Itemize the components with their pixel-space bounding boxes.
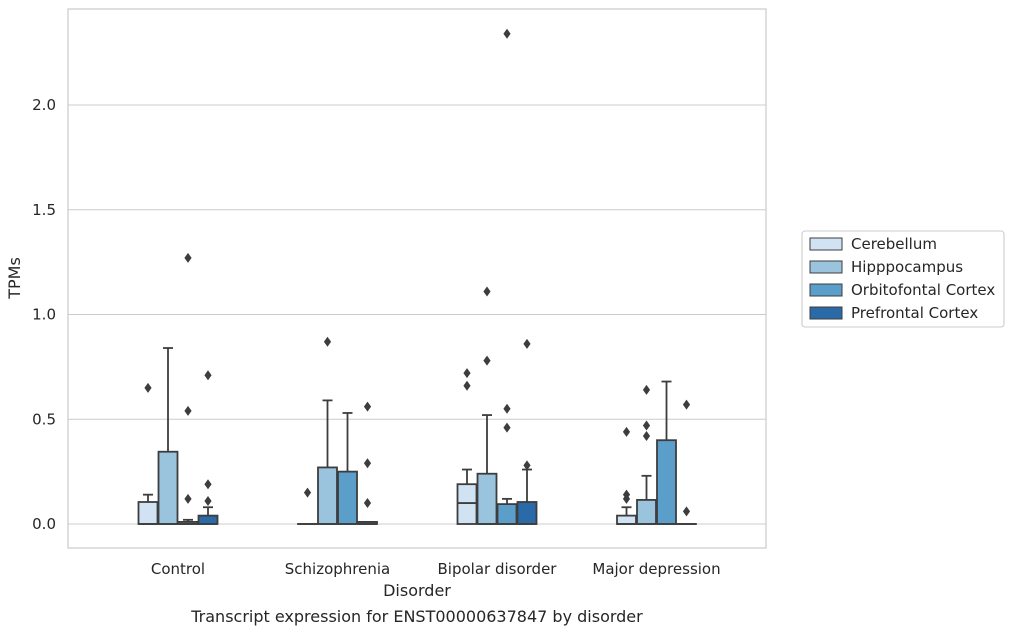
box-group xyxy=(616,426,637,525)
outlier-point xyxy=(642,384,651,395)
outlier-point xyxy=(204,370,212,381)
box-group xyxy=(476,286,498,525)
outlier-point xyxy=(463,368,471,379)
box xyxy=(516,501,538,525)
box-group xyxy=(516,338,538,525)
outlier-point xyxy=(184,405,192,416)
plot-frame xyxy=(67,8,767,549)
outlier-point xyxy=(503,422,511,433)
outlier-point xyxy=(363,401,372,412)
y-tick-label: 1.0 xyxy=(32,306,56,324)
y-tick-label: 0.5 xyxy=(32,410,56,428)
box-group xyxy=(337,412,358,525)
outlier-point xyxy=(363,458,372,469)
outlier-point xyxy=(184,493,192,504)
outlier-point xyxy=(622,426,631,437)
x-tick-label: Major depression xyxy=(592,560,720,578)
x-tick-label: Control xyxy=(151,560,205,578)
legend-label: Cerebellum xyxy=(851,235,937,253)
y-tick-label: 2.0 xyxy=(32,96,56,114)
box-group xyxy=(297,487,318,525)
legend-label: Prefrontal Cortex xyxy=(851,304,978,322)
legend-frame xyxy=(801,230,1005,328)
outlier-point xyxy=(483,286,491,297)
outlier-point xyxy=(323,336,332,347)
legend-label: Hipppocampus xyxy=(851,258,963,276)
y-tick-labels: 0.0 0.5 1.0 1.5 2.0 xyxy=(32,96,56,533)
outlier-point xyxy=(503,403,511,414)
chart-caption: Transcript expression for ENST0000063784… xyxy=(190,607,643,626)
legend-swatch xyxy=(809,237,843,251)
y-tick-label: 1.5 xyxy=(32,201,56,219)
box-group xyxy=(157,347,179,525)
box xyxy=(636,499,657,525)
outlier-point xyxy=(303,487,312,498)
box-group xyxy=(177,252,199,525)
outlier-point xyxy=(144,382,152,393)
outlier-point xyxy=(523,338,531,349)
outlier-point xyxy=(204,479,212,490)
box xyxy=(656,439,677,525)
legend-label: Orbitofontal Cortex xyxy=(851,281,995,299)
outlier-point xyxy=(483,355,491,366)
box-group xyxy=(456,368,478,525)
box-group xyxy=(636,384,657,525)
box xyxy=(476,472,498,525)
legend-swatch xyxy=(809,306,843,320)
outlier-point xyxy=(642,431,651,442)
y-tick-label: 0.0 xyxy=(32,515,56,533)
box xyxy=(137,501,159,525)
box xyxy=(456,483,478,525)
outlier-point xyxy=(682,506,691,517)
x-tick-labels: Control Schizophrenia Bipolar disorder Majo… xyxy=(151,560,721,578)
box-group xyxy=(357,401,378,525)
box xyxy=(197,514,219,525)
outlier-point xyxy=(204,495,212,506)
x-axis-label: Disorder xyxy=(383,581,451,600)
outlier-point xyxy=(682,399,691,410)
box-group xyxy=(317,336,338,525)
outlier-point xyxy=(503,28,511,39)
boxes xyxy=(137,28,697,525)
x-tick-label: Bipolar disorder xyxy=(438,560,558,578)
legend-swatch xyxy=(809,283,843,297)
box-group xyxy=(197,370,219,525)
x-tick-label: Schizophrenia xyxy=(285,560,390,578)
box xyxy=(337,470,358,525)
box-group xyxy=(656,380,677,525)
box xyxy=(496,503,518,525)
outlier-point xyxy=(363,498,372,509)
box-group xyxy=(137,382,159,525)
outlier-point xyxy=(622,489,631,500)
box xyxy=(157,450,179,525)
box xyxy=(616,514,637,525)
outlier-point xyxy=(463,380,471,391)
box xyxy=(317,466,338,525)
outlier-point xyxy=(184,252,192,263)
box-group xyxy=(676,399,697,525)
box-group xyxy=(496,28,518,525)
outlier-point xyxy=(523,460,531,471)
y-axis-label: TPMs xyxy=(5,257,24,300)
legend: Cerebellum Hipppocampus Orbitofontal Corte… xyxy=(801,230,1005,328)
legend-swatch xyxy=(809,260,843,274)
outlier-point xyxy=(642,420,651,431)
